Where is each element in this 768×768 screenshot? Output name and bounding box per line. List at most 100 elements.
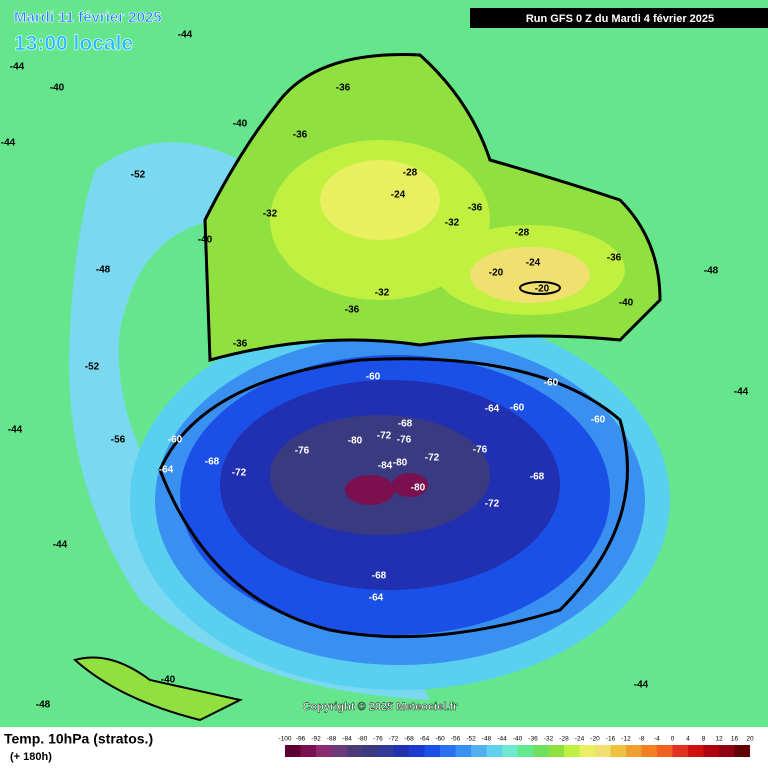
contour-label: -80 (393, 458, 408, 469)
contour-label: -60 (510, 403, 525, 414)
legend-label: -60 (435, 736, 445, 743)
contour-label: -44 (178, 30, 193, 41)
contour-label: -32 (445, 218, 460, 229)
contour-label: -40 (198, 235, 213, 246)
legend-swatch (672, 745, 688, 757)
contour-label: -68 (530, 472, 545, 483)
legend-label: 8 (702, 736, 706, 743)
contour-label: -64 (159, 465, 174, 476)
contour-label: -44 (734, 387, 749, 398)
contour-label: -60 (591, 415, 606, 426)
contour-label: -60 (544, 378, 559, 389)
legend-swatch (548, 745, 564, 757)
contour-label: -28 (515, 228, 530, 239)
legend-label: -100 (278, 736, 291, 743)
legend-label: -48 (482, 736, 492, 743)
zone-84 (345, 475, 395, 505)
contour-label: -80 (411, 483, 426, 494)
legend-swatch (300, 745, 316, 757)
zone-84b (392, 473, 428, 497)
legend-label: -88 (327, 736, 337, 743)
zone-24 (320, 160, 440, 240)
contour-label: -52 (85, 362, 100, 373)
legend-label: -92 (311, 736, 321, 743)
legend-label: -96 (296, 736, 306, 743)
legend-label: -84 (342, 736, 352, 743)
legend-swatch (564, 745, 580, 757)
contour-label: -32 (375, 288, 390, 299)
legend-swatch (455, 745, 471, 757)
legend-swatch (641, 745, 657, 757)
contour-label: -36 (607, 253, 622, 264)
legend-label: -52 (466, 736, 476, 743)
contour-label: -48 (704, 266, 719, 277)
legend-label: -24 (575, 736, 585, 743)
contour-label: -24 (526, 258, 541, 269)
legend-label: -32 (544, 736, 554, 743)
legend-label: 0 (671, 736, 675, 743)
contour-label: -28 (403, 168, 418, 179)
legend-swatch (610, 745, 626, 757)
legend-swatch (688, 745, 704, 757)
legend-label: -12 (621, 736, 631, 743)
contour-label: -60 (168, 435, 183, 446)
legend-swatch (533, 745, 549, 757)
contour-label: -84 (378, 461, 393, 472)
contour-label: -64 (485, 404, 500, 415)
legend-label: 12 (715, 736, 723, 743)
legend-label: -76 (373, 736, 383, 743)
legend-label: -20 (590, 736, 600, 743)
contour-label: -76 (473, 445, 488, 456)
contour-label: -48 (96, 265, 111, 276)
legend-swatch (316, 745, 332, 757)
legend-swatch (378, 745, 394, 757)
contour-20 (519, 281, 561, 295)
legend-label: -56 (451, 736, 461, 743)
legend-label: -36 (528, 736, 538, 743)
legend-swatch (703, 745, 719, 757)
zone-80 (270, 415, 490, 535)
legend-swatch (486, 745, 502, 757)
legend-swatch (331, 745, 347, 757)
warm-patch (72, 656, 243, 722)
contour-label: -48 (36, 700, 51, 711)
copyright: Copyright © 2025 Meteociel.fr (303, 701, 459, 713)
contour-label: -76 (295, 446, 310, 457)
legend-swatch (440, 745, 456, 757)
legend-swatch (595, 745, 611, 757)
contour-label: -40 (619, 298, 634, 309)
contour-label: -40 (50, 83, 65, 94)
legend-label: -40 (513, 736, 523, 743)
legend-label: 4 (686, 736, 690, 743)
legend-swatch (424, 745, 440, 757)
legend-swatch (626, 745, 642, 757)
legend-swatch (657, 745, 673, 757)
contour-label: -44 (634, 680, 649, 691)
contour-label: -44 (10, 62, 25, 73)
contour-label: -80 (348, 436, 363, 447)
map-date: Mardi 11 février 2025 (14, 9, 162, 26)
legend-swatch (734, 745, 750, 757)
legend-swatch (719, 745, 735, 757)
contour-label: -44 (53, 540, 68, 551)
legend-swatch (362, 745, 378, 757)
contour-label: -40 (233, 119, 248, 130)
legend-label: 20 (746, 736, 754, 743)
legend-label: -16 (606, 736, 616, 743)
contour-60 (158, 357, 629, 639)
contour-label: -72 (425, 453, 440, 464)
legend-label: -4 (654, 736, 660, 743)
footer-title: Temp. 10hPa (stratos.) (4, 731, 153, 747)
legend-swatch (579, 745, 595, 757)
contour-label: -68 (398, 419, 413, 430)
contour-label: -64 (369, 593, 384, 604)
legend-label: -28 (559, 736, 569, 743)
legend-swatch (347, 745, 363, 757)
contour-label: -76 (397, 435, 412, 446)
run-box (470, 8, 768, 28)
contour-label: -20 (489, 268, 504, 279)
contour-label: -52 (131, 170, 146, 181)
contour-label: -36 (233, 339, 248, 350)
